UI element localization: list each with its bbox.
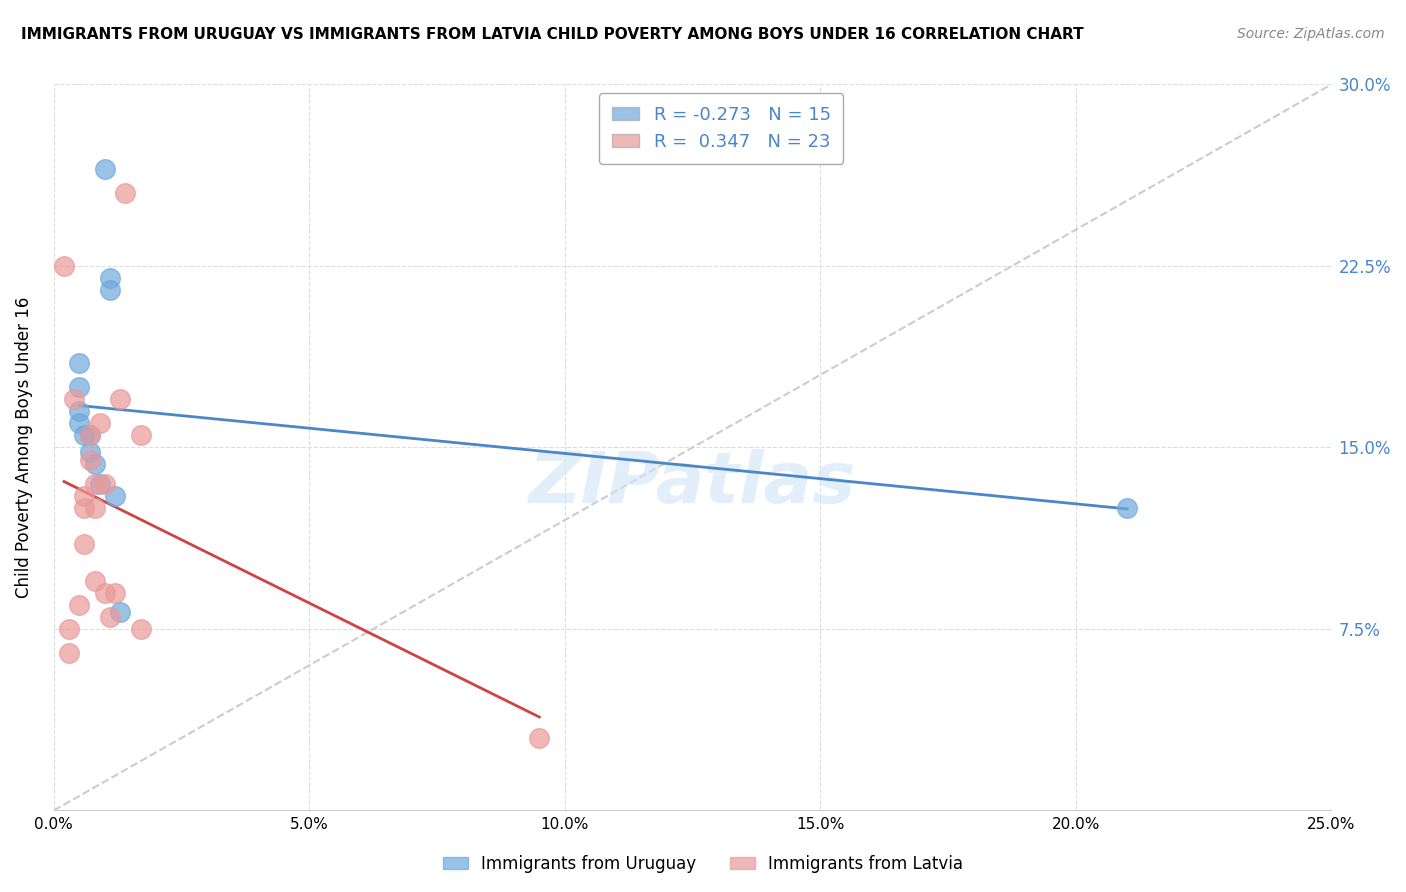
Point xyxy=(98,283,121,297)
Point xyxy=(104,489,127,503)
Point xyxy=(89,416,111,430)
Point xyxy=(104,585,127,599)
Point xyxy=(73,537,96,551)
Point xyxy=(129,622,152,636)
Point xyxy=(63,392,86,406)
Point xyxy=(67,416,90,430)
Point xyxy=(83,458,105,472)
Legend: Immigrants from Uruguay, Immigrants from Latvia: Immigrants from Uruguay, Immigrants from… xyxy=(436,848,970,880)
Point xyxy=(94,476,117,491)
Point xyxy=(129,428,152,442)
Point xyxy=(79,428,101,442)
Point xyxy=(67,380,90,394)
Point xyxy=(79,452,101,467)
Point xyxy=(89,476,111,491)
Point xyxy=(94,585,117,599)
Point xyxy=(67,598,90,612)
Text: Source: ZipAtlas.com: Source: ZipAtlas.com xyxy=(1237,27,1385,41)
Text: ZIPatlas: ZIPatlas xyxy=(529,450,856,518)
Point xyxy=(529,731,551,745)
Legend: R = -0.273   N = 15, R =  0.347   N = 23: R = -0.273 N = 15, R = 0.347 N = 23 xyxy=(599,94,844,164)
Y-axis label: Child Poverty Among Boys Under 16: Child Poverty Among Boys Under 16 xyxy=(15,297,32,599)
Point xyxy=(83,574,105,588)
Point xyxy=(67,404,90,418)
Point xyxy=(58,622,80,636)
Point xyxy=(1116,500,1139,515)
Point xyxy=(110,392,132,406)
Point xyxy=(110,605,132,619)
Point xyxy=(114,186,136,201)
Text: IMMIGRANTS FROM URUGUAY VS IMMIGRANTS FROM LATVIA CHILD POVERTY AMONG BOYS UNDER: IMMIGRANTS FROM URUGUAY VS IMMIGRANTS FR… xyxy=(21,27,1084,42)
Point xyxy=(67,356,90,370)
Point xyxy=(98,610,121,624)
Point xyxy=(83,500,105,515)
Point xyxy=(53,259,76,273)
Point xyxy=(73,500,96,515)
Point xyxy=(79,428,101,442)
Point xyxy=(98,271,121,285)
Point xyxy=(73,489,96,503)
Point xyxy=(79,445,101,459)
Point xyxy=(58,646,80,660)
Point xyxy=(73,428,96,442)
Point xyxy=(94,162,117,177)
Point xyxy=(83,476,105,491)
